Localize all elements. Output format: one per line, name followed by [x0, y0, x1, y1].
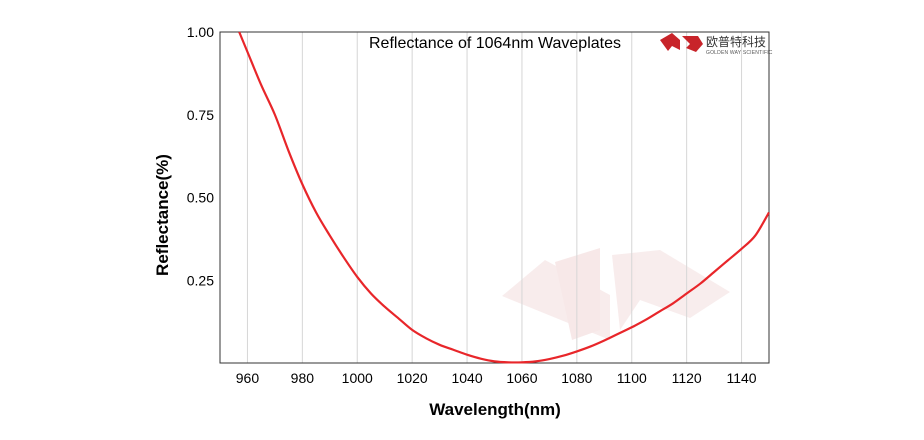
x-tick-label: 1140 [726, 370, 756, 386]
y-tick-label: 0.50 [187, 190, 214, 206]
y-tick-label: 0.75 [187, 107, 214, 123]
x-axis-title: Wavelength(nm) [429, 400, 561, 419]
grid-lines [246, 32, 743, 363]
y-tick-label: 0.25 [187, 272, 214, 288]
y-tick-labels: 1.00 0.75 0.50 0.25 [187, 24, 214, 288]
logo-name-cn: 欧普特科技 [706, 34, 766, 49]
plot-frame [219, 31, 770, 364]
logo-mark-right [682, 36, 703, 52]
x-tick-label: 1020 [397, 370, 428, 386]
chart-title: Reflectance of 1064nm Waveplates [369, 35, 621, 52]
x-tick-label: 1080 [561, 370, 592, 386]
series-layer [238, 31, 770, 364]
x-tick-label: 980 [291, 370, 315, 386]
series-line-reflectance [238, 31, 770, 364]
y-tick-label: 1.00 [187, 24, 214, 40]
y-axis-title: Reflectance(%) [153, 154, 172, 276]
x-tick-label: 1060 [506, 370, 537, 386]
x-tick-label: 960 [236, 370, 260, 386]
x-tick-label: 1120 [672, 370, 702, 386]
x-tick-label: 1040 [451, 370, 482, 386]
x-tick-labels: 960 980 1000 1020 1040 1060 1080 1100 1120 1140 [236, 370, 757, 386]
x-tick-label: 1000 [342, 370, 373, 386]
watermark-logo [502, 248, 730, 340]
brand-logo: 欧普特科技 GOLDEN WAY SCIENTIFIC [660, 33, 773, 56]
logo-mark-left [660, 33, 680, 51]
x-tick-label: 1100 [617, 370, 647, 386]
watermark-shape-mid [555, 248, 600, 340]
watermark-shape-right [612, 250, 730, 330]
logo-name-en: GOLDEN WAY SCIENTIFIC [706, 50, 773, 56]
